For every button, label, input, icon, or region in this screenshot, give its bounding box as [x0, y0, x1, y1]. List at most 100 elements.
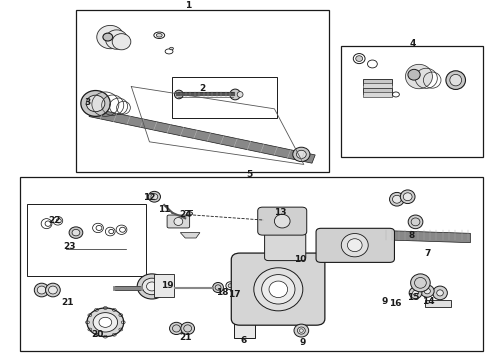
Ellipse shape — [254, 268, 303, 311]
Ellipse shape — [341, 234, 368, 257]
Ellipse shape — [297, 327, 305, 334]
Bar — [363, 91, 392, 96]
Ellipse shape — [93, 312, 118, 332]
Ellipse shape — [105, 30, 127, 49]
Ellipse shape — [213, 283, 223, 293]
Text: 19: 19 — [161, 281, 174, 290]
Bar — [341, 46, 483, 157]
Ellipse shape — [228, 284, 232, 288]
Polygon shape — [180, 233, 200, 238]
Ellipse shape — [81, 90, 110, 116]
Ellipse shape — [392, 195, 401, 203]
Ellipse shape — [72, 229, 80, 236]
Ellipse shape — [409, 287, 422, 299]
Ellipse shape — [142, 278, 162, 295]
Ellipse shape — [174, 217, 183, 225]
Text: 8: 8 — [409, 231, 415, 240]
Text: 21: 21 — [179, 333, 192, 342]
Ellipse shape — [148, 192, 161, 202]
Bar — [363, 79, 392, 85]
Ellipse shape — [424, 288, 430, 294]
Ellipse shape — [69, 227, 83, 238]
Bar — [76, 10, 329, 172]
Ellipse shape — [181, 322, 195, 334]
Ellipse shape — [413, 290, 418, 296]
Text: 20: 20 — [91, 330, 103, 339]
Ellipse shape — [37, 286, 46, 294]
Text: 5: 5 — [246, 170, 252, 179]
Ellipse shape — [269, 281, 288, 298]
Ellipse shape — [237, 91, 243, 97]
Ellipse shape — [49, 286, 57, 294]
Ellipse shape — [274, 236, 296, 256]
Ellipse shape — [46, 283, 60, 297]
Ellipse shape — [405, 64, 433, 89]
Polygon shape — [381, 230, 470, 243]
Text: 6: 6 — [241, 336, 247, 345]
Ellipse shape — [170, 47, 173, 50]
Bar — [363, 83, 392, 88]
Ellipse shape — [112, 33, 131, 50]
Ellipse shape — [411, 274, 430, 292]
Text: 23: 23 — [63, 243, 76, 252]
Text: 4: 4 — [410, 39, 416, 48]
Ellipse shape — [356, 56, 363, 62]
Ellipse shape — [147, 282, 157, 291]
Ellipse shape — [137, 274, 167, 299]
Text: 17: 17 — [228, 290, 241, 299]
Text: 10: 10 — [294, 255, 307, 264]
Polygon shape — [89, 108, 315, 163]
Bar — [363, 88, 392, 94]
Ellipse shape — [296, 150, 306, 158]
Text: 9: 9 — [381, 297, 388, 306]
Ellipse shape — [433, 286, 447, 300]
Ellipse shape — [408, 69, 420, 80]
Ellipse shape — [97, 26, 123, 49]
Text: 22: 22 — [49, 216, 61, 225]
Ellipse shape — [103, 33, 113, 41]
Text: 12: 12 — [143, 193, 156, 202]
FancyBboxPatch shape — [258, 207, 307, 235]
Ellipse shape — [347, 239, 362, 252]
FancyBboxPatch shape — [316, 228, 394, 262]
Text: 24: 24 — [179, 210, 192, 219]
Ellipse shape — [437, 290, 443, 296]
Text: 16: 16 — [389, 299, 402, 308]
Ellipse shape — [420, 285, 434, 297]
FancyBboxPatch shape — [265, 233, 306, 261]
Text: 2: 2 — [199, 84, 205, 93]
Ellipse shape — [174, 90, 183, 99]
Bar — [20, 177, 483, 351]
Text: 18: 18 — [216, 288, 228, 297]
Bar — [172, 77, 277, 118]
Text: 21: 21 — [61, 298, 74, 307]
Ellipse shape — [279, 240, 293, 252]
Ellipse shape — [170, 322, 183, 334]
Text: 9: 9 — [299, 338, 306, 347]
Text: 7: 7 — [424, 248, 431, 257]
Text: 11: 11 — [158, 205, 171, 214]
Ellipse shape — [390, 193, 404, 206]
Text: 14: 14 — [422, 297, 435, 306]
Ellipse shape — [151, 194, 158, 200]
Ellipse shape — [87, 308, 123, 337]
Bar — [425, 300, 451, 307]
Ellipse shape — [408, 215, 423, 229]
Bar — [27, 204, 146, 276]
Ellipse shape — [230, 89, 241, 100]
Ellipse shape — [293, 147, 310, 162]
Text: 3: 3 — [84, 98, 90, 107]
Text: 15: 15 — [407, 293, 419, 302]
Ellipse shape — [274, 214, 290, 228]
Ellipse shape — [450, 75, 462, 86]
Text: 1: 1 — [185, 1, 191, 10]
Ellipse shape — [99, 317, 112, 327]
FancyBboxPatch shape — [231, 253, 325, 325]
Ellipse shape — [400, 190, 415, 203]
Ellipse shape — [446, 71, 466, 89]
Ellipse shape — [294, 324, 309, 337]
Bar — [234, 307, 255, 338]
Text: 13: 13 — [274, 208, 287, 217]
Ellipse shape — [403, 193, 412, 201]
Bar — [154, 274, 174, 297]
